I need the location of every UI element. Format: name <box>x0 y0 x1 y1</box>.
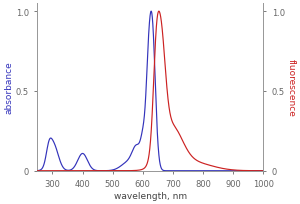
Y-axis label: absorbance: absorbance <box>4 61 13 114</box>
X-axis label: wavelength, nm: wavelength, nm <box>114 191 187 200</box>
Y-axis label: fluorescence: fluorescence <box>287 59 296 116</box>
